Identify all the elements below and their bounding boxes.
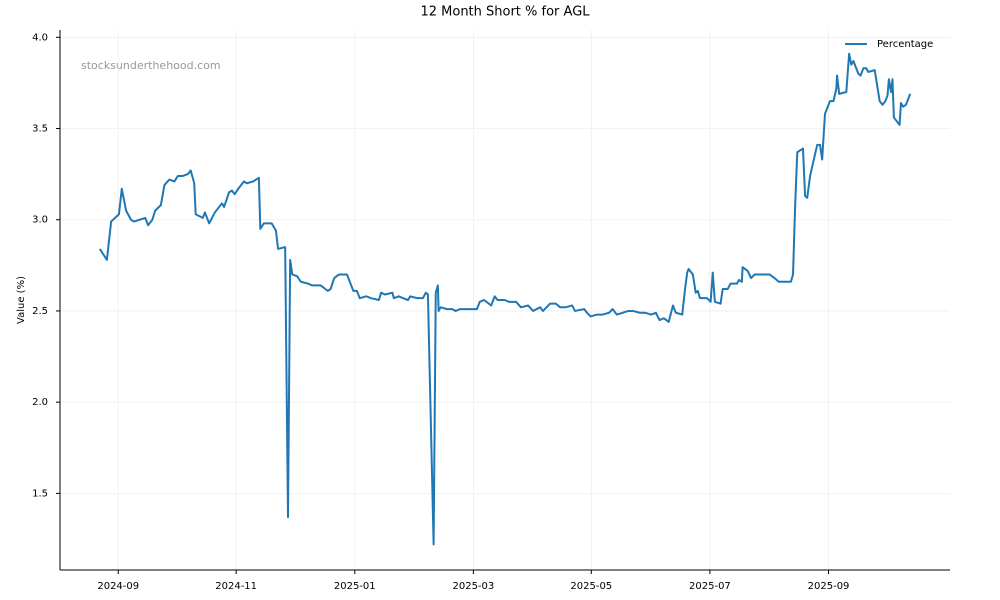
y-tick-label: 2.0 <box>32 397 48 408</box>
x-tick-label: 2025-01 <box>334 581 376 592</box>
x-tick-label: 2025-07 <box>689 581 731 592</box>
y-axis-label: Value (%) <box>16 276 27 324</box>
data-line <box>98 52 912 546</box>
y-tick-label: 1.5 <box>32 488 48 499</box>
y-tick-label: 3.0 <box>32 215 48 226</box>
x-tick-label: 2025-09 <box>808 581 850 592</box>
x-tick-label: 2025-05 <box>570 581 612 592</box>
y-tick-label: 3.5 <box>32 124 48 135</box>
x-tick-label: 2024-11 <box>215 581 257 592</box>
watermark: stocksunderthehood.com <box>81 59 221 72</box>
y-tick-label: 4.0 <box>32 32 48 43</box>
x-tick-label: 2025-03 <box>452 581 494 592</box>
y-tick-label: 2.5 <box>32 306 48 317</box>
legend-label: Percentage <box>877 39 933 50</box>
x-tick-label: 2024-09 <box>97 581 139 592</box>
chart-title: 12 Month Short % for AGL <box>420 5 590 20</box>
